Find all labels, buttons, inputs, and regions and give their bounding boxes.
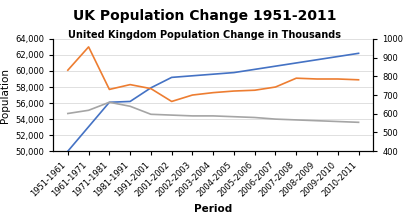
X-axis label: Period: Period [193,204,232,214]
Y-axis label: Population: Population [0,68,10,122]
Text: United Kingdom Population Change in Thousands: United Kingdom Population Change in Thou… [68,30,341,40]
Text: UK Population Change 1951-2011: UK Population Change 1951-2011 [73,9,336,23]
